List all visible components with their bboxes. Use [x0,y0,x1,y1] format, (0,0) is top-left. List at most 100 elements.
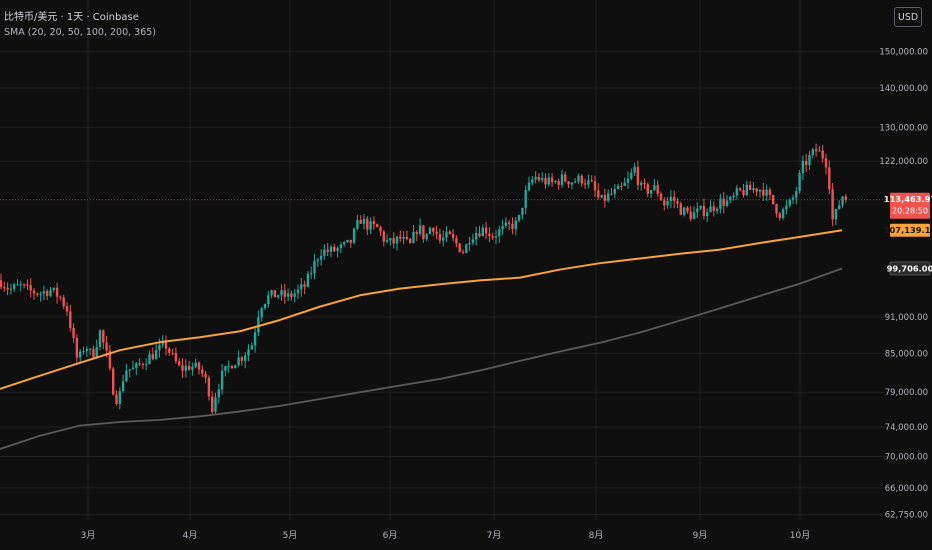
candle-body [247,349,250,356]
candle-body [329,246,333,252]
candle-body [52,287,55,290]
price-badge: 99,706.00 [887,261,932,276]
candle-body [267,295,270,305]
candle-body [722,198,725,206]
candle-body [280,290,283,296]
candle-body [382,231,385,242]
candle-body [75,338,79,358]
candle-body [214,397,217,412]
candle-body [739,188,742,191]
candle-body [514,220,517,230]
candle-body [283,290,286,297]
candle-body [277,295,280,298]
candle-body [366,218,369,230]
candle-body [425,234,428,240]
candle-body [6,287,9,290]
y-tick-label: 91,000.00 [885,313,928,323]
candle-body [633,166,636,173]
candle-body [788,199,791,206]
candle-body [465,244,468,253]
candle-body [62,297,65,307]
candle-body [574,181,577,183]
candle-body [22,284,26,286]
candle-body [438,233,442,241]
candles [0,143,847,416]
candle-body [372,221,376,225]
candle-body [696,208,699,213]
candle-body [432,228,435,232]
candle-body [379,227,382,232]
candle-body [72,327,75,339]
candle-body [544,177,547,185]
candle-body [112,368,115,395]
candle-body [491,236,494,238]
candle-body [689,211,692,220]
candle-body [9,288,13,290]
candle-body [95,346,98,358]
candle-body [395,236,399,244]
candle-body [197,362,201,370]
candle-body [115,394,118,405]
candle-body [184,365,187,371]
x-tick-label: 5月 [283,530,298,541]
candle-body [32,290,36,294]
candle-body [517,214,521,221]
candle-body [752,188,755,190]
candle-body [46,291,49,296]
candle-body [636,166,640,186]
candle-body [593,181,597,191]
candle-body [838,205,841,210]
candle-body [640,182,643,186]
y-tick-label: 122,000.00 [879,157,928,167]
candle-body [567,181,570,185]
candle-body [194,362,197,367]
candle-body [699,205,702,209]
candle-body [171,352,174,354]
candle-body [475,233,478,240]
time-axis[interactable] [0,520,932,550]
candle-body [531,179,534,183]
candle-body [834,209,838,220]
y-tick-label: 140,000.00 [879,84,928,94]
candle-body [422,225,425,240]
candle-body [725,200,729,206]
candle-body [234,365,237,369]
candle-body [772,194,775,205]
candle-body [844,196,847,200]
candle-body [719,198,722,209]
candle-body [735,188,739,196]
candle-body [346,239,349,243]
candle-body [263,304,267,309]
candle-body [494,236,498,238]
currency-button[interactable]: USD [894,7,922,27]
candle-body [534,176,537,180]
candle-body [296,289,300,294]
candle-body [399,236,402,239]
candle-body [316,259,319,262]
price-badge-value: 99,706.00 [887,263,932,273]
candle-body [649,190,653,194]
y-tick-label: 70,000.00 [885,453,928,463]
candle-body [442,237,445,241]
candle-body [98,330,102,347]
candle-body [257,317,260,333]
candle-body [570,182,574,185]
candle-body [527,182,531,191]
candle-body [293,293,296,297]
candle-body [692,212,696,220]
candle-body [831,189,834,220]
candle-body [781,209,785,218]
candle-body [663,200,666,206]
candle-body [547,177,550,185]
candle-body [250,345,253,350]
candle-body [343,242,346,245]
candle-body [785,205,788,210]
candle-body [745,184,748,196]
candle-body [587,180,590,185]
price-badge-bg [889,261,931,276]
candle-body [656,185,659,194]
candle-body [811,149,814,156]
candle-body [154,350,158,360]
y-tick-label: 66,000.00 [885,484,928,494]
